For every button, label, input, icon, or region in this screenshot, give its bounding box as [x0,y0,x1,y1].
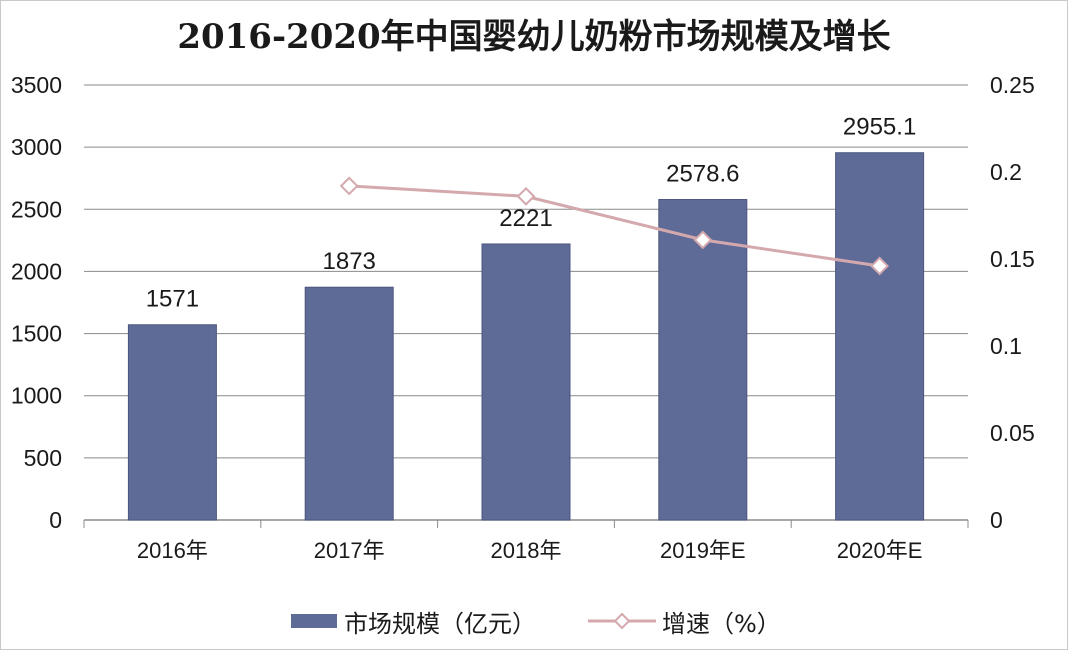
y-left-tick-label: 3500 [11,72,62,98]
legend: 市场规模（亿元） 增速（%） [291,610,781,638]
bar-data-label: 2578.6 [666,161,739,188]
y-left-tick-label: 500 [24,445,62,471]
bar [127,324,217,521]
growth-point [516,186,536,206]
y-axis-right: 0 0.05 0.1 0.15 0.2 0.25 [990,72,1035,533]
chart-title: 2016-2020年中国婴幼儿奶粉市场规模及增长 [177,17,890,57]
y-left-tick-label: 1500 [11,321,62,347]
y-right-tick-label: 0.05 [990,420,1035,446]
x-tick-label: 2018年 [491,538,562,563]
y-right-tick-label: 0 [990,507,1003,533]
y-left-tick-label: 3000 [11,134,62,160]
growth-point [339,176,359,196]
y-right-tick-label: 0.15 [990,246,1035,272]
bar-data-label: 1873 [323,248,376,275]
x-tick-label: 2016年 [137,538,208,563]
growth-point [870,256,890,276]
bar-data-label: 2955.1 [843,114,916,141]
bar [304,286,394,521]
growth-point [693,230,713,250]
bar-data-label: 2221 [499,205,552,232]
legend-label-growth: 增速（%） [662,610,781,638]
x-tick-label: 2020年E [837,538,923,563]
y-right-tick-label: 0.1 [990,333,1022,359]
legend-swatch-market-size [291,614,337,628]
growth-line-path [349,184,880,268]
growth-line [339,176,890,276]
legend-swatch-growth-marker [613,612,631,630]
bar [835,152,925,521]
bar-data-labels: 1571 1873 2221 2578.6 2955.1 [146,114,917,313]
y-left-tick-label: 0 [49,507,62,533]
y-axis-left: 0 500 1000 1500 2000 2500 3000 3500 [11,72,62,533]
legend-label-market-size: 市场规模（亿元） [344,610,536,638]
y-left-tick-label: 2000 [11,258,62,284]
y-left-tick-label: 2500 [11,196,62,222]
y-left-tick-label: 1000 [11,383,62,409]
bar [481,243,571,521]
x-tick-label: 2019年E [660,538,746,563]
bars [127,152,925,521]
bar-data-label: 1571 [146,286,199,313]
x-tick-label: 2017年 [314,538,385,563]
y-right-tick-label: 0.2 [990,159,1022,185]
x-axis: 2016年 2017年 2018年 2019年E 2020年E [83,520,969,563]
y-right-tick-label: 0.25 [990,72,1035,98]
bar [658,199,748,521]
